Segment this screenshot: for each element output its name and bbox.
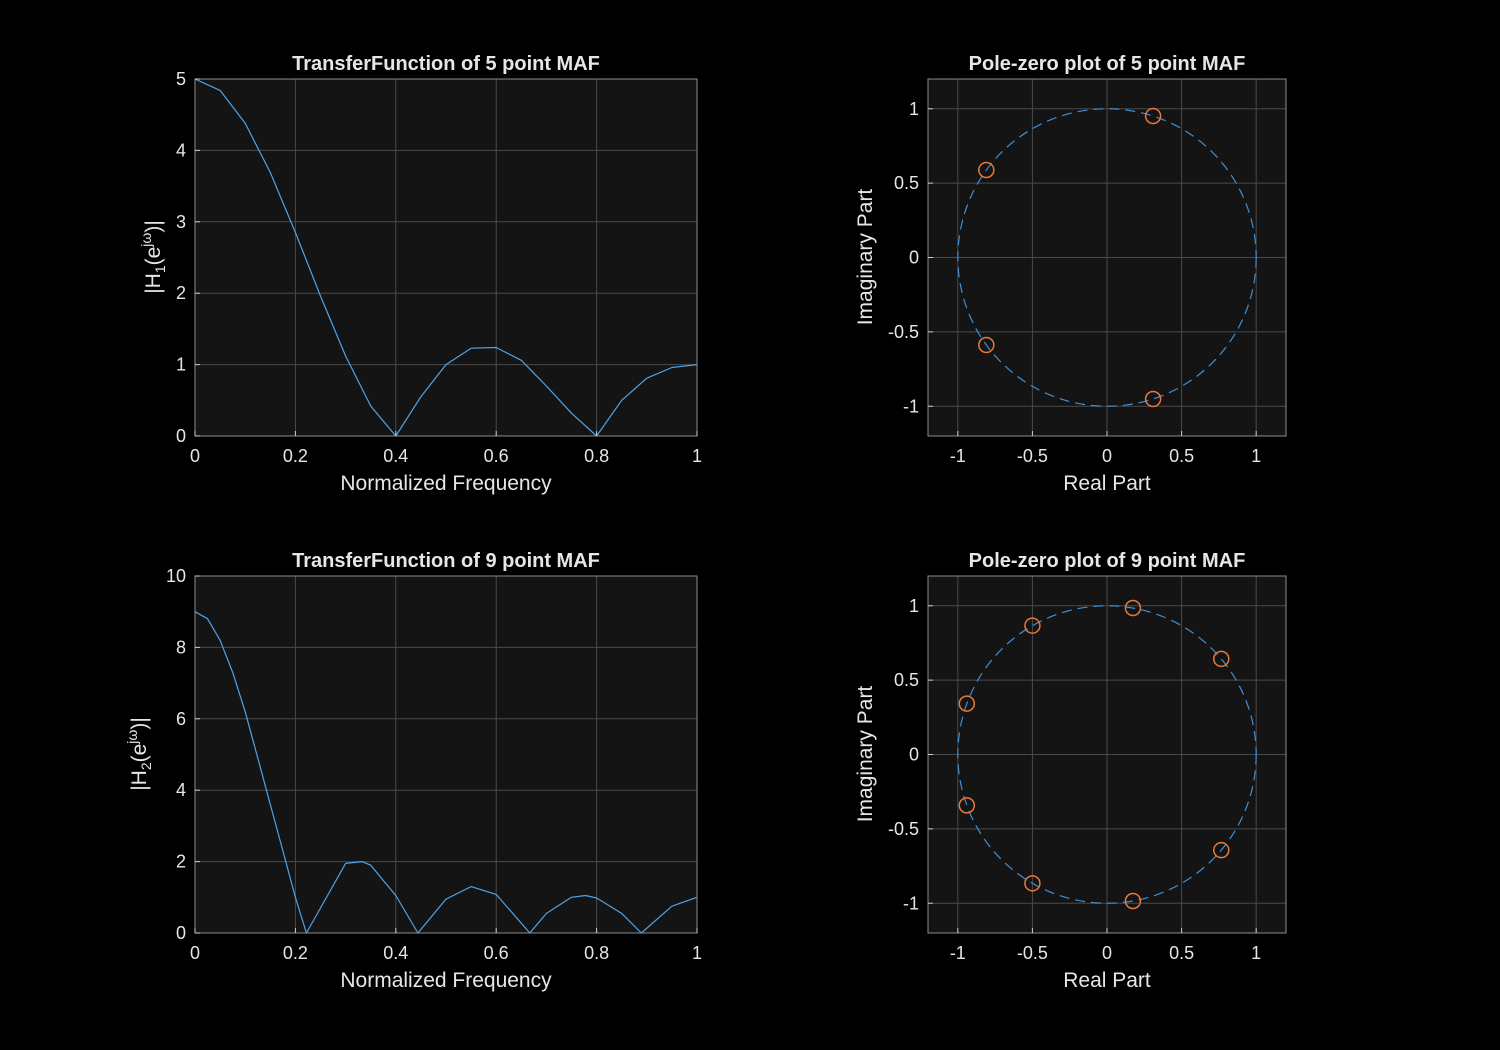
x-tick-label: -0.5	[1017, 943, 1048, 963]
zero-marker	[1124, 599, 1142, 617]
axes-frame	[194, 78, 698, 437]
y-tick-label: 3	[176, 212, 186, 232]
chart-title: TransferFunction of 9 point MAF	[292, 550, 600, 572]
y-tick-label: 5	[176, 69, 186, 89]
x-tick-label: 1	[1251, 446, 1261, 466]
plot-area: -1 -0.5 0 0.5 1 -1 -0.5 0 0.5 1	[888, 78, 1287, 466]
x-axis-label: Normalized Frequency	[340, 472, 552, 495]
y-tick-label: 1	[909, 596, 919, 616]
y-tick-label: 0	[909, 248, 919, 268]
unit-circle	[957, 108, 1257, 407]
y-tick-label: 2	[176, 852, 186, 872]
y-tick-label: 0.5	[894, 670, 919, 690]
y-tick-label: 4	[176, 780, 186, 800]
x-tick-label: 1	[1251, 943, 1261, 963]
chart-title: Pole-zero plot of 5 point MAF	[969, 53, 1246, 75]
x-tick-label: 0.2	[283, 446, 308, 466]
zero-marker	[1024, 875, 1041, 892]
x-tick-label: 0	[1102, 446, 1112, 466]
zero-marker	[978, 336, 995, 354]
axes-background	[195, 576, 697, 933]
x-tick-label: 0.4	[383, 446, 408, 466]
axes-transfer-5pt: 0 0.2 0.4 0.6 0.8 1 0 1 2 3 4 5 TransferFunction of…	[138, 53, 702, 495]
y-tick-label: 1	[909, 99, 919, 119]
y-tick-label: 8	[176, 637, 186, 657]
y-tick-label: -1	[903, 893, 919, 913]
y-axis-label: |H1(ejω)|	[138, 220, 168, 294]
chart-title: Pole-zero plot of 9 point MAF	[969, 550, 1246, 572]
series-line	[194, 78, 698, 437]
plot-area: 0 0.2 0.4 0.6 0.8 1 0 1 2 3 4 5	[176, 69, 702, 466]
x-tick-label: 0.4	[383, 943, 408, 963]
x-tick-label: 1	[692, 446, 702, 466]
y-axis-label: Imaginary Part	[854, 686, 877, 823]
zero-marker	[958, 695, 976, 712]
y-axis-label: |H2(ejω)|	[124, 717, 154, 791]
y-tick-label: 6	[176, 709, 186, 729]
zero-marker	[1124, 892, 1142, 910]
x-tick-label: 1	[692, 943, 702, 963]
x-tick-label: -0.5	[1017, 446, 1048, 466]
y-tick-label: 4	[176, 140, 186, 160]
x-tick-label: -1	[950, 943, 966, 963]
x-tick-label: 0	[1102, 943, 1112, 963]
y-tick-label: -1	[903, 396, 919, 416]
y-axis-label: Imaginary Part	[854, 189, 877, 326]
y-tick-label: 0	[176, 426, 186, 446]
x-tick-label: 0.5	[1169, 446, 1194, 466]
x-tick-label: 0.8	[584, 943, 609, 963]
x-axis-label: Normalized Frequency	[340, 969, 552, 992]
x-tick-label: 0.6	[484, 943, 509, 963]
y-tick-label: 10	[166, 566, 186, 586]
y-tick-label: -0.5	[888, 819, 919, 839]
axes-polezero-5pt: -1 -0.5 0 0.5 1 -1 -0.5 0 0.5 1 Pole-zero plot of…	[854, 53, 1287, 495]
x-tick-label: 0	[190, 446, 200, 466]
series-line	[194, 611, 698, 934]
x-axis-label: Real Part	[1063, 472, 1151, 495]
zero-marker	[1144, 107, 1162, 125]
chart-title: TransferFunction of 5 point MAF	[292, 53, 600, 75]
x-tick-label: 0.6	[484, 446, 509, 466]
axes-polezero-9pt: -1 -0.5 0 0.5 1 -1 -0.5 0 0.5 1 Pole-zero plot of…	[854, 550, 1287, 992]
y-tick-label: 0	[909, 745, 919, 765]
x-tick-label: 0	[190, 943, 200, 963]
x-axis-label: Real Part	[1063, 969, 1151, 992]
x-tick-label: 0.5	[1169, 943, 1194, 963]
zero-marker	[958, 797, 976, 814]
y-tick-label: 1	[176, 355, 186, 375]
zero-marker	[1024, 617, 1041, 634]
plot-area: -1 -0.5 0 0.5 1 -1 -0.5 0 0.5 1	[888, 575, 1287, 963]
zero-marker	[1213, 650, 1230, 668]
y-tick-label: 0.5	[894, 173, 919, 193]
axes-background	[195, 79, 697, 436]
x-tick-label: -1	[950, 446, 966, 466]
y-tick-label: -0.5	[888, 322, 919, 342]
y-tick-label: 2	[176, 283, 186, 303]
unit-circle	[957, 605, 1257, 904]
y-tick-label: 0	[176, 923, 186, 943]
x-tick-label: 0.2	[283, 943, 308, 963]
axes-frame	[194, 575, 698, 934]
zero-marker	[978, 161, 995, 179]
zero-marker	[1144, 390, 1162, 408]
x-tick-label: 0.8	[584, 446, 609, 466]
zero-marker	[1213, 841, 1230, 859]
